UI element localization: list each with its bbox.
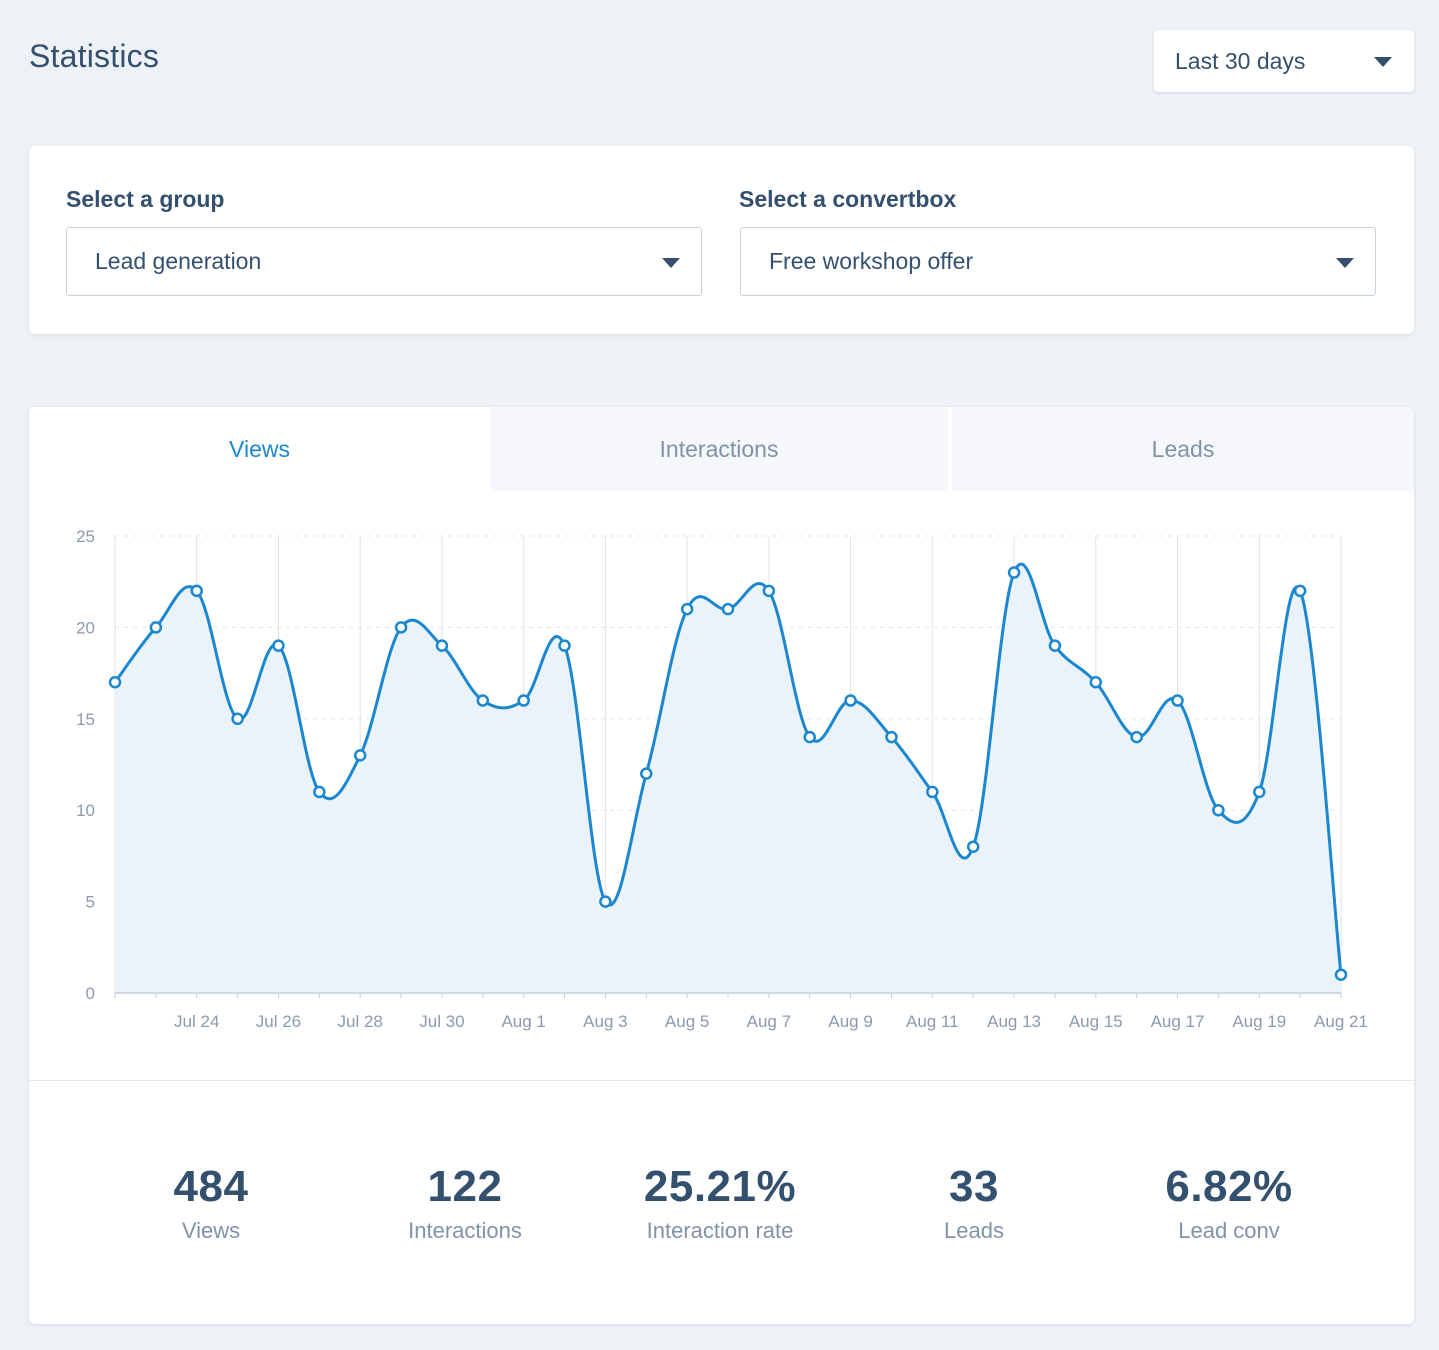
stat-interaction-rate: 25.21% Interaction rate [610, 1162, 830, 1244]
data-point [1089, 675, 1103, 689]
group-select-label: Select a group [66, 186, 225, 212]
convertbox-select[interactable]: Free workshop offer [740, 227, 1376, 296]
x-tick-label: Aug 5 [665, 1012, 709, 1031]
data-point [721, 602, 735, 616]
chevron-down-icon [1374, 57, 1392, 67]
y-tick-label: 0 [86, 984, 95, 1003]
data-point [640, 767, 653, 780]
data-point [231, 712, 244, 726]
data-point [272, 639, 285, 652]
convertbox-select-value: Free workshop offer [769, 248, 974, 274]
data-point [680, 602, 694, 616]
page-title: Statistics [29, 38, 160, 74]
x-tick-label: Aug 15 [1069, 1012, 1123, 1031]
date-range-select[interactable]: Last 30 days [1154, 30, 1414, 92]
data-point [599, 895, 612, 908]
data-point [1334, 968, 1348, 981]
stat-value: 484 [173, 1162, 249, 1211]
data-point [558, 639, 571, 652]
stat-value: 122 [427, 1162, 503, 1211]
stat-label: Interactions [408, 1218, 522, 1243]
x-tick-label: Jul 26 [256, 1012, 301, 1031]
tab-divider [948, 407, 952, 491]
x-tick-label: Jul 24 [174, 1012, 219, 1031]
chart-card: Views Interactions Leads 0 5 10 15 20 25 Jul 2… [29, 407, 1414, 1324]
y-tick-label: 10 [76, 801, 95, 820]
tab-views[interactable]: Views [29, 407, 490, 491]
divider [29, 1080, 1414, 1081]
group-select[interactable]: Lead generation [66, 227, 702, 296]
stat-value: 33 [949, 1162, 999, 1211]
stat-lead-conversion: 6.82% Lead conv [1119, 1162, 1339, 1244]
x-tick-label: Aug 3 [583, 1012, 627, 1031]
data-point [844, 694, 857, 707]
x-tick-label: Aug 13 [987, 1012, 1041, 1031]
data-point [1293, 584, 1307, 598]
data-point [966, 840, 980, 854]
chevron-down-icon [662, 258, 680, 268]
stat-value: 6.82% [1165, 1162, 1293, 1211]
views-chart: 0 5 10 15 20 25 Jul 24 Jul 26 Jul 28 Jul 30 Aug 1 A… [76, 527, 1368, 1031]
x-tick-label: Aug 9 [828, 1012, 872, 1031]
data-point [517, 694, 530, 707]
stat-interactions: 122 Interactions [355, 1162, 575, 1244]
chevron-down-icon [1336, 258, 1354, 268]
data-point [108, 675, 122, 689]
metric-tabs: Views Interactions Leads [29, 407, 1414, 491]
data-point [476, 694, 490, 707]
data-point [762, 584, 776, 598]
x-tick-label: Aug 1 [501, 1012, 545, 1031]
data-point [435, 639, 449, 652]
data-point [926, 785, 939, 799]
x-tick-label: Jul 30 [419, 1012, 464, 1031]
data-point [313, 785, 326, 799]
tab-interactions[interactable]: Interactions [490, 407, 948, 491]
y-tick-label: 20 [76, 618, 95, 637]
x-tick-label: Aug 19 [1232, 1012, 1286, 1031]
data-point [394, 621, 408, 634]
data-point [353, 749, 367, 762]
data-point [1007, 566, 1021, 579]
data-point [149, 621, 163, 634]
stat-value: 25.21% [643, 1162, 797, 1211]
y-tick-label: 15 [76, 710, 95, 729]
tab-leads[interactable]: Leads [952, 407, 1414, 491]
x-tick-label: Aug 11 [906, 1012, 959, 1031]
data-point [885, 730, 898, 744]
data-point [1171, 694, 1184, 707]
x-tick-label: Jul 28 [338, 1012, 383, 1031]
data-point [1130, 730, 1143, 744]
group-select-value: Lead generation [95, 248, 262, 274]
stat-leads: 33 Leads [864, 1162, 1084, 1244]
filter-card: Select a group Lead generation Select a … [29, 146, 1414, 334]
y-tick-label: 5 [86, 893, 95, 912]
date-range-value: Last 30 days [1175, 47, 1306, 74]
stat-label: Leads [944, 1218, 1004, 1243]
x-tick-label: Aug 17 [1151, 1012, 1205, 1031]
x-tick-label: Aug 21 [1314, 1012, 1368, 1031]
data-point [1212, 803, 1225, 817]
stat-label: Views [181, 1218, 241, 1243]
data-point [1253, 785, 1266, 799]
stat-views: 484 Views [101, 1162, 321, 1244]
y-tick-label: 25 [76, 527, 95, 546]
convertbox-select-label: Select a convertbox [739, 186, 957, 212]
data-point [190, 584, 203, 598]
x-tick-label: Aug 7 [747, 1012, 791, 1031]
data-point [1048, 639, 1062, 652]
stat-label: Interaction rate [646, 1218, 794, 1243]
series-area [115, 564, 1341, 993]
stat-label: Lead conv [1178, 1218, 1280, 1243]
data-point [803, 730, 816, 744]
